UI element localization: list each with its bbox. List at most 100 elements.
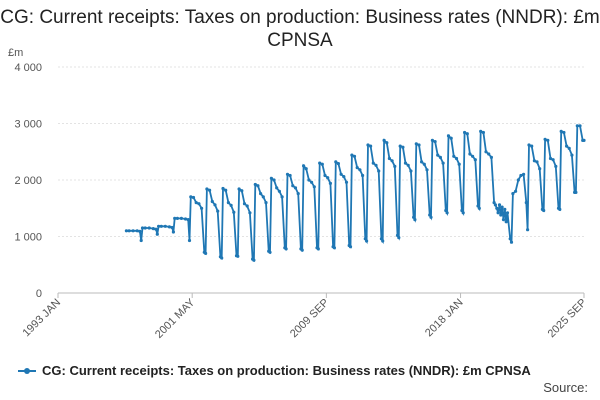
data-point[interactable] xyxy=(496,211,500,215)
data-point[interactable] xyxy=(310,180,314,184)
data-point[interactable] xyxy=(582,138,586,142)
data-point[interactable] xyxy=(236,254,240,258)
data-point[interactable] xyxy=(382,138,386,142)
data-point[interactable] xyxy=(328,181,332,185)
data-point[interactable] xyxy=(135,229,139,233)
data-point[interactable] xyxy=(291,184,295,188)
data-point[interactable] xyxy=(355,166,359,170)
data-point[interactable] xyxy=(565,144,569,148)
data-point[interactable] xyxy=(131,229,135,233)
data-point[interactable] xyxy=(369,144,373,148)
data-point[interactable] xyxy=(477,206,481,210)
data-point[interactable] xyxy=(522,172,526,176)
data-point[interactable] xyxy=(570,153,574,157)
data-point[interactable] xyxy=(503,207,507,211)
data-point[interactable] xyxy=(446,134,451,138)
data-point[interactable] xyxy=(352,154,357,158)
data-point[interactable] xyxy=(398,144,402,148)
data-point[interactable] xyxy=(300,248,304,252)
data-point[interactable] xyxy=(288,173,292,178)
data-point[interactable] xyxy=(323,173,327,178)
data-point[interactable] xyxy=(479,129,483,133)
data-point[interactable] xyxy=(339,172,343,176)
data-point[interactable] xyxy=(397,236,401,240)
data-point[interactable] xyxy=(559,129,563,133)
data-point[interactable] xyxy=(154,227,158,231)
data-point[interactable] xyxy=(487,152,491,156)
data-point[interactable] xyxy=(204,251,208,255)
data-point[interactable] xyxy=(562,130,566,135)
data-point[interactable] xyxy=(240,189,244,193)
data-point[interactable] xyxy=(578,124,582,128)
data-point[interactable] xyxy=(548,156,553,161)
data-point[interactable] xyxy=(302,164,306,168)
data-point[interactable] xyxy=(530,144,534,148)
data-point[interactable] xyxy=(264,201,268,205)
data-point[interactable] xyxy=(468,152,472,156)
data-point[interactable] xyxy=(232,210,236,214)
data-point[interactable] xyxy=(307,178,311,182)
data-point[interactable] xyxy=(425,168,429,172)
data-point[interactable] xyxy=(358,168,362,172)
data-point[interactable] xyxy=(554,164,558,168)
data-point[interactable] xyxy=(499,213,503,217)
data-point[interactable] xyxy=(535,160,539,164)
data-point[interactable] xyxy=(167,225,171,229)
data-point[interactable] xyxy=(210,199,214,204)
data-point[interactable] xyxy=(452,154,456,158)
data-point[interactable] xyxy=(187,238,192,243)
data-point[interactable] xyxy=(159,224,163,228)
data-point[interactable] xyxy=(546,138,550,142)
data-point[interactable] xyxy=(256,184,260,188)
data-point[interactable] xyxy=(413,218,417,222)
data-point[interactable] xyxy=(284,247,288,251)
data-point[interactable] xyxy=(224,188,228,192)
data-point[interactable] xyxy=(304,167,308,171)
data-point[interactable] xyxy=(409,169,413,173)
data-point[interactable] xyxy=(574,190,578,194)
data-point[interactable] xyxy=(194,201,198,205)
data-point[interactable] xyxy=(538,167,542,171)
data-point[interactable] xyxy=(511,192,515,196)
data-point[interactable] xyxy=(342,175,346,179)
data-point[interactable] xyxy=(526,228,530,232)
data-point[interactable] xyxy=(465,132,469,136)
data-point[interactable] xyxy=(401,145,405,149)
data-point[interactable] xyxy=(316,247,320,251)
data-point[interactable] xyxy=(422,162,426,166)
data-point[interactable] xyxy=(221,186,225,191)
data-point[interactable] xyxy=(208,188,212,192)
data-point[interactable] xyxy=(501,218,506,222)
data-point[interactable] xyxy=(252,258,256,262)
data-point[interactable] xyxy=(183,217,188,221)
data-point[interactable] xyxy=(213,203,217,207)
data-point[interactable] xyxy=(248,211,252,215)
data-point[interactable] xyxy=(293,186,298,190)
data-point[interactable] xyxy=(280,195,284,199)
data-point[interactable] xyxy=(393,164,397,168)
data-point[interactable] xyxy=(374,163,378,167)
data-point[interactable] xyxy=(179,216,183,220)
data-point[interactable] xyxy=(200,206,204,210)
data-point[interactable] xyxy=(575,124,579,128)
data-point[interactable] xyxy=(173,216,177,220)
data-point[interactable] xyxy=(139,238,143,243)
data-point[interactable] xyxy=(551,158,555,162)
data-point[interactable] xyxy=(493,203,497,207)
data-point[interactable] xyxy=(406,163,410,167)
data-point[interactable] xyxy=(508,237,512,241)
data-point[interactable] xyxy=(226,201,230,205)
data-point[interactable] xyxy=(143,226,147,230)
data-point[interactable] xyxy=(519,173,523,178)
data-point[interactable] xyxy=(350,153,354,157)
data-point[interactable] xyxy=(489,155,493,159)
data-point[interactable] xyxy=(567,146,571,150)
data-point[interactable] xyxy=(381,239,385,243)
data-point[interactable] xyxy=(334,160,338,164)
data-point[interactable] xyxy=(332,246,336,250)
data-point[interactable] xyxy=(385,141,389,145)
data-point[interactable] xyxy=(312,185,316,189)
data-point[interactable] xyxy=(457,162,461,166)
data-point[interactable] xyxy=(543,137,547,141)
data-point[interactable] xyxy=(509,240,514,244)
